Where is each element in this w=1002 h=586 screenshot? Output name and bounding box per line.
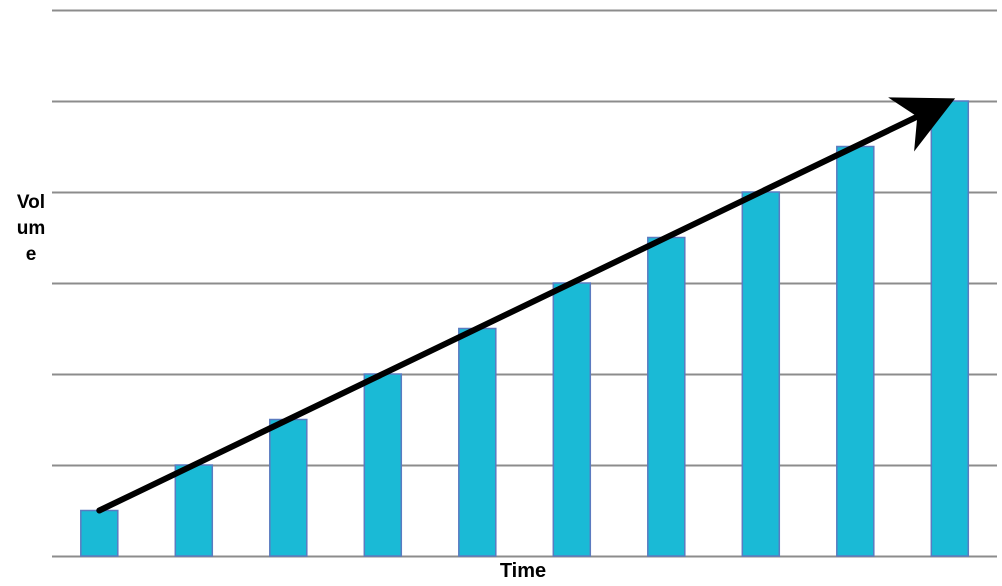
bar-4: [363, 373, 403, 557]
bar-8: [741, 191, 781, 557]
bar-3: [269, 418, 308, 557]
bar-2: [174, 464, 214, 557]
bar-9: [836, 145, 875, 557]
trend-arrow: [96, 97, 956, 514]
bar-7: [647, 236, 686, 557]
bar-6: [552, 282, 592, 557]
x-axis-label: Time: [499, 560, 547, 582]
bar-10: [930, 100, 970, 557]
bar-5: [458, 327, 497, 557]
bar-1: [80, 509, 119, 557]
y-axis-label: Volume: [16, 192, 46, 265]
